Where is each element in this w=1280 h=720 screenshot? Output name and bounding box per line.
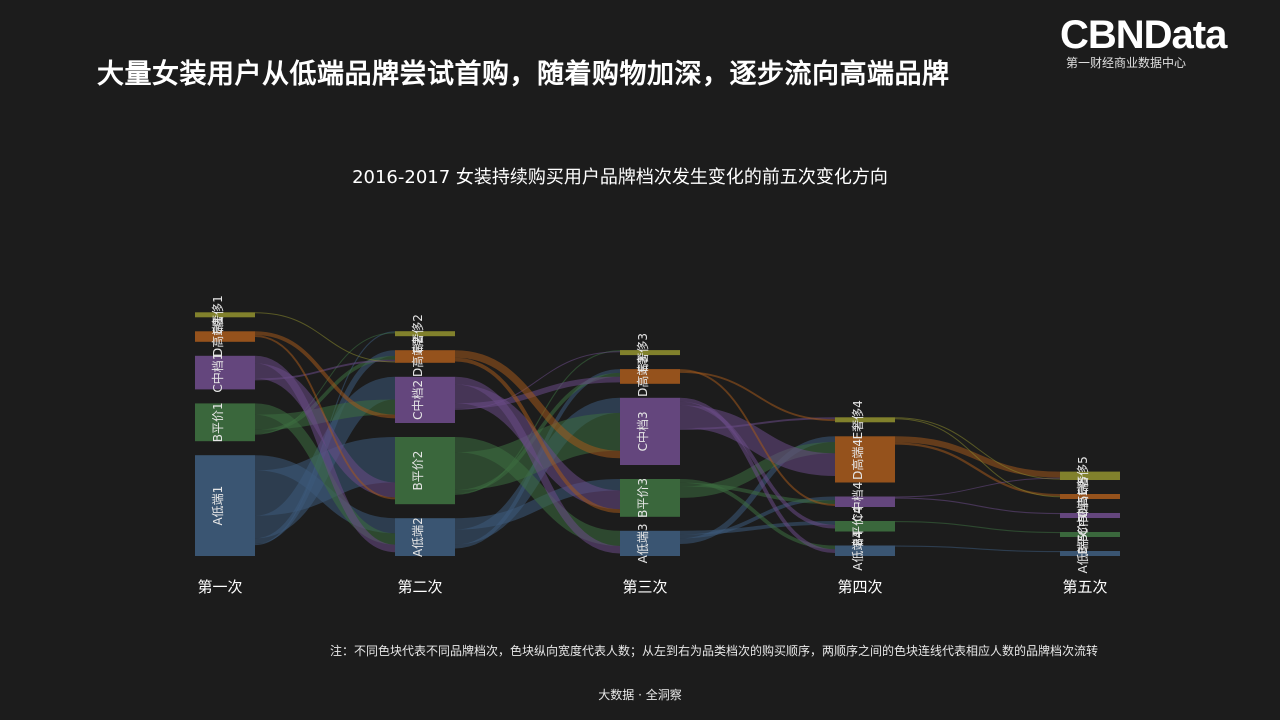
- sankey-node-label: E奢侈3: [636, 333, 650, 372]
- sankey-node: [620, 350, 680, 356]
- sankey-link: [679, 436, 836, 545]
- sankey-link: [254, 332, 396, 435]
- sankey-node: [620, 397, 680, 465]
- sankey-node-label: A低端3: [636, 523, 650, 563]
- sankey-link: [894, 477, 1061, 498]
- sankey-node-label: B平价5: [1076, 515, 1090, 555]
- stage-label: 第五次: [1062, 578, 1107, 596]
- sankey-node: [1060, 513, 1120, 518]
- sankey-link: [679, 369, 836, 506]
- sankey-node-label: C中档1: [210, 353, 225, 393]
- sankey-link: [254, 331, 396, 419]
- brand-logo: CBNData 第一财经商业数据中心: [1060, 12, 1260, 71]
- sankey-link: [454, 351, 621, 410]
- sankey-node-label: C中档4: [850, 482, 865, 522]
- sankey-link: [454, 376, 621, 409]
- sankey-node: [195, 403, 255, 442]
- sankey-node: [1060, 471, 1120, 480]
- sankey-node-label: E奢侈2: [411, 314, 425, 353]
- sankey-node: [195, 331, 255, 342]
- sankey-link: [454, 357, 621, 514]
- sankey-node: [1060, 532, 1120, 537]
- sankey-node-label: C中档5: [1075, 495, 1090, 535]
- sankey-node-label: A低端5: [1076, 534, 1090, 574]
- sankey-nodes: [195, 312, 1120, 556]
- sankey-link: [454, 437, 621, 546]
- chart-title: 2016-2017 女装持续购买用户品牌档次发生变化的前五次变化方向: [352, 167, 888, 188]
- sankey-node: [835, 417, 895, 423]
- sankey-node-label: D高端3: [635, 356, 650, 397]
- stage-label: 第一次: [197, 578, 242, 596]
- sankey-node: [835, 521, 895, 532]
- sankey-node-label: E奢侈5: [1076, 456, 1090, 495]
- stage-label: 第四次: [837, 578, 882, 596]
- sankey-node: [195, 455, 255, 556]
- sankey-link: [454, 350, 621, 459]
- sankey-node: [620, 369, 680, 384]
- sankey-link: [254, 399, 396, 430]
- sankey-node-label: B平价3: [636, 478, 650, 518]
- sankey-node: [195, 312, 255, 318]
- sankey-link: [254, 335, 396, 500]
- sankey-node: [395, 331, 455, 337]
- sankey-link: [254, 363, 396, 498]
- sankey-node-label: E奢侈1: [211, 295, 225, 334]
- sankey-node: [835, 436, 895, 483]
- sankey-node: [395, 518, 455, 556]
- sankey-node-label: D高端4: [850, 439, 865, 480]
- logo-wordmark: CBNData: [1060, 13, 1227, 57]
- sankey-link: [454, 350, 621, 495]
- sankey-link: [894, 436, 1061, 478]
- sankey-link: [254, 312, 396, 363]
- sankey-node: [835, 545, 895, 556]
- sankey-node: [395, 350, 455, 363]
- sankey-node: [395, 376, 455, 423]
- sankey-link: [454, 384, 621, 510]
- sankey-node-label: E奢侈4: [851, 400, 865, 439]
- sankey-link: [894, 442, 1061, 497]
- sankey-node: [395, 437, 455, 505]
- logo-subtitle: 第一财经商业数据中心: [1066, 56, 1187, 70]
- sankey-node: [1060, 494, 1120, 499]
- sankey-link: [679, 405, 836, 476]
- sankey-link: [894, 545, 1061, 553]
- sankey-node-label: C中档2: [410, 380, 425, 420]
- sankey-link: [679, 397, 836, 554]
- stage-label: 第二次: [397, 578, 442, 596]
- sankey-node-label: D高端2: [410, 336, 425, 377]
- sankey-link: [679, 370, 836, 422]
- sankey-node-label: D高端1: [210, 316, 225, 357]
- page-headline: 大量女装用户从低端品牌尝试首购，随着购物加深，逐步流向高端品牌: [97, 59, 950, 90]
- sankey-link: [894, 497, 1061, 515]
- stage-axis: 第一次 第二次 第三次 第四次 第五次: [197, 578, 1107, 596]
- sankey-node-label: B平价1: [211, 402, 225, 442]
- sankey-node-label: B平价2: [411, 451, 425, 491]
- sankey-link: [679, 441, 836, 498]
- sankey-links: [253, 312, 1061, 554]
- sankey-node: [620, 530, 680, 556]
- sankey-node-label: A低端1: [211, 486, 225, 526]
- sankey-node-label: A低端2: [411, 517, 425, 557]
- sankey-node-label: B平价4: [851, 506, 865, 546]
- sankey-link: [894, 418, 1061, 498]
- sankey-node: [835, 496, 895, 507]
- stage-label: 第三次: [622, 578, 667, 596]
- sankey-node: [620, 479, 680, 517]
- sankey-node-label: D高端5: [1075, 476, 1090, 517]
- sankey-node: [195, 355, 255, 390]
- sankey-link: [254, 359, 396, 381]
- sankey-node: [1060, 551, 1120, 556]
- sankey-link: [894, 417, 1061, 480]
- sankey-node-label: A低端4: [851, 531, 865, 571]
- chart-footnote: 注：不同色块代表不同品牌档次，色块纵向宽度代表人数；从左到右为品类档次的购买顺序…: [330, 644, 1099, 658]
- page-footer: 大数据 · 全洞察: [598, 688, 682, 702]
- sankey-node-label: C中档3: [635, 411, 650, 451]
- sankey-link: [894, 521, 1061, 534]
